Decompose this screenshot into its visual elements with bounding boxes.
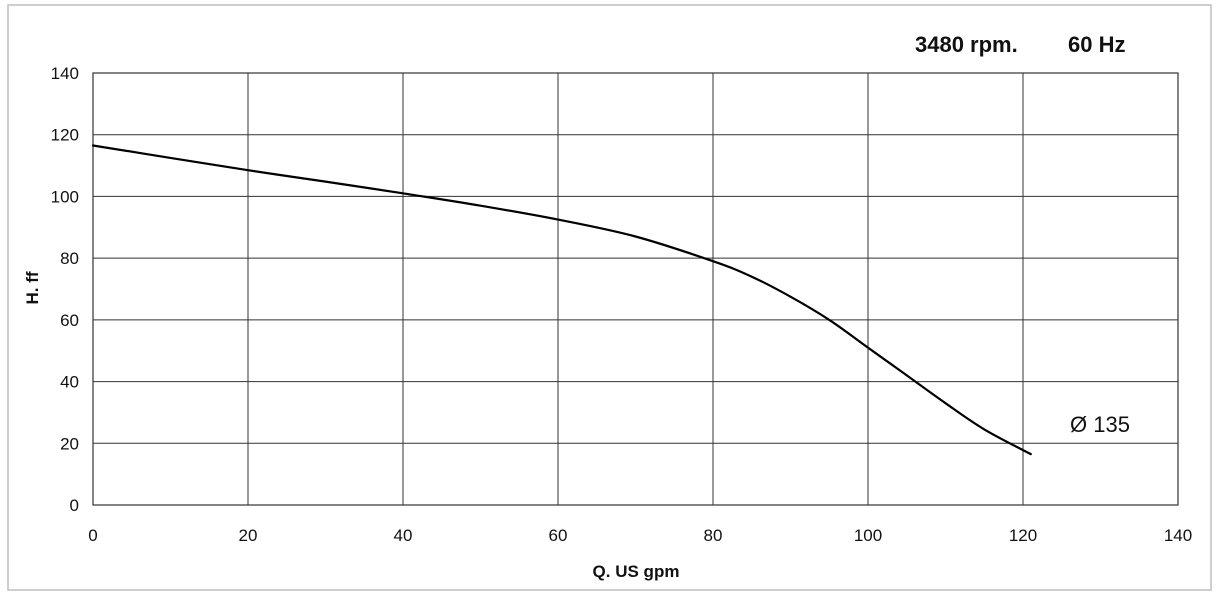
y-tick-label: 0 xyxy=(70,496,79,515)
header-speed: 3480 rpm. xyxy=(915,32,1018,57)
grid xyxy=(92,72,1179,506)
x-tick-labels: 0 20 40 60 80 100 120 140 xyxy=(88,526,1192,545)
series-label: Ø 135 xyxy=(1070,412,1130,437)
y-tick-label: 140 xyxy=(51,64,79,83)
y-tick-label: 100 xyxy=(51,187,79,206)
y-tick-label: 60 xyxy=(60,311,79,330)
y-tick-label: 80 xyxy=(60,249,79,268)
x-tick-label: 60 xyxy=(549,526,568,545)
x-axis-title: Q. US gpm xyxy=(593,562,680,581)
chart-frame xyxy=(7,4,1212,591)
x-tick-label: 100 xyxy=(854,526,882,545)
y-tick-label: 20 xyxy=(60,434,79,453)
x-tick-label: 140 xyxy=(1164,526,1192,545)
y-tick-labels: 0 20 40 60 80 100 120 140 xyxy=(51,64,79,515)
header-frequency: 60 Hz xyxy=(1068,32,1125,57)
series-line-135 xyxy=(91,144,1032,456)
y-tick-label: 40 xyxy=(60,373,79,392)
x-tick-label: 0 xyxy=(88,526,97,545)
x-tick-label: 120 xyxy=(1009,526,1037,545)
plot-area-border xyxy=(92,72,1179,506)
y-tick-label: 120 xyxy=(51,126,79,145)
y-axis-title: H. ff xyxy=(23,271,42,304)
x-tick-label: 80 xyxy=(704,526,723,545)
x-tick-label: 20 xyxy=(239,526,258,545)
x-tick-label: 40 xyxy=(394,526,413,545)
